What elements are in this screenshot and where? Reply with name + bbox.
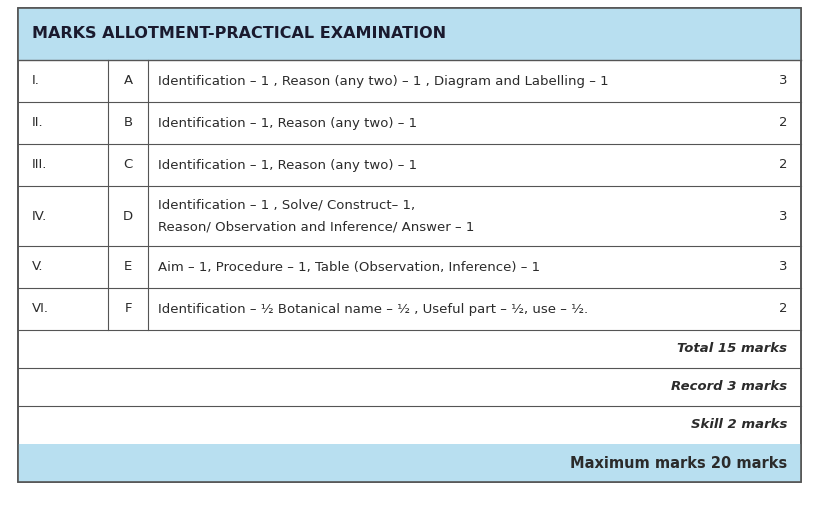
- Text: 3: 3: [779, 261, 787, 274]
- Text: Maximum marks 20 marks: Maximum marks 20 marks: [570, 456, 787, 471]
- Text: Record 3 marks: Record 3 marks: [671, 380, 787, 393]
- Text: Identification – 1 , Solve/ Construct– 1,: Identification – 1 , Solve/ Construct– 1…: [158, 198, 415, 212]
- Bar: [18, 8, 801, 60]
- Text: C: C: [124, 159, 133, 172]
- Text: 2: 2: [779, 117, 787, 129]
- Text: Identification – 1, Reason (any two) – 1: Identification – 1, Reason (any two) – 1: [158, 117, 417, 129]
- Text: Aim – 1, Procedure – 1, Table (Observation, Inference) – 1: Aim – 1, Procedure – 1, Table (Observati…: [158, 261, 540, 274]
- Text: MARKS ALLOTMENT-PRACTICAL EXAMINATION: MARKS ALLOTMENT-PRACTICAL EXAMINATION: [32, 26, 446, 41]
- Text: VI.: VI.: [32, 302, 49, 316]
- Text: I.: I.: [32, 75, 40, 87]
- Text: E: E: [124, 261, 132, 274]
- Text: IV.: IV.: [32, 210, 48, 223]
- Text: 2: 2: [779, 302, 787, 316]
- Text: Identification – 1 , Reason (any two) – 1 , Diagram and Labelling – 1: Identification – 1 , Reason (any two) – …: [158, 75, 609, 87]
- Text: 3: 3: [779, 210, 787, 223]
- Text: D: D: [123, 210, 133, 223]
- Text: Total 15 marks: Total 15 marks: [677, 342, 787, 356]
- Text: 3: 3: [779, 75, 787, 87]
- Text: Identification – 1, Reason (any two) – 1: Identification – 1, Reason (any two) – 1: [158, 159, 417, 172]
- Text: F: F: [124, 302, 132, 316]
- Text: Skill 2 marks: Skill 2 marks: [690, 419, 787, 431]
- Text: 2: 2: [779, 159, 787, 172]
- Bar: [18, 444, 801, 482]
- Text: Identification – ½ Botanical name – ½ , Useful part – ½, use – ½.: Identification – ½ Botanical name – ½ , …: [158, 302, 588, 316]
- Text: III.: III.: [32, 159, 48, 172]
- Text: B: B: [124, 117, 133, 129]
- Text: Reason/ Observation and Inference/ Answer – 1: Reason/ Observation and Inference/ Answe…: [158, 221, 474, 233]
- Text: II.: II.: [32, 117, 43, 129]
- Text: V.: V.: [32, 261, 43, 274]
- Text: A: A: [124, 75, 133, 87]
